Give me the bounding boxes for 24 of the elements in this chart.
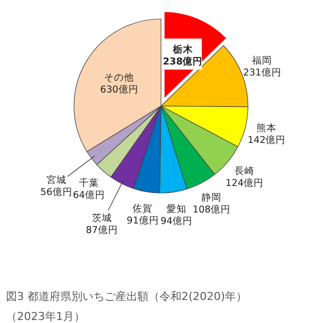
data-label: 231億円 — [243, 66, 282, 79]
slice-label: 茨城 — [92, 212, 112, 224]
slice-label: 千葉 — [78, 176, 99, 189]
text: 図3 都道府県別いちご産出額（令和2(2020)年） — [6, 290, 248, 303]
data-label: 91億円 — [126, 214, 159, 226]
data-label: 124億円 — [226, 176, 264, 189]
data-label: 142億円 — [248, 134, 286, 146]
slice-label: 熊本 — [256, 122, 277, 134]
slice-label: 福岡 — [252, 54, 272, 67]
slice-label: 宮城 — [46, 174, 66, 186]
data-label: 238億円 — [162, 56, 203, 68]
text: （2023年1月） — [6, 310, 85, 323]
data-label: 87億円 — [86, 224, 118, 236]
slice-label: 佐賀 — [132, 202, 153, 214]
slice-label: 栃木 — [172, 44, 194, 56]
slice-label: 長崎 — [234, 164, 255, 177]
slice-label: その他 — [104, 72, 134, 84]
data-label: 94億円 — [160, 214, 193, 227]
data-label: 56億円 — [40, 186, 72, 198]
slice-label: 静岡 — [202, 192, 222, 204]
slice-label: 愛知 — [166, 202, 187, 215]
data-label: 630億円 — [100, 84, 138, 96]
data-label: 64億円 — [72, 188, 105, 201]
data-label: 108億円 — [192, 204, 231, 216]
